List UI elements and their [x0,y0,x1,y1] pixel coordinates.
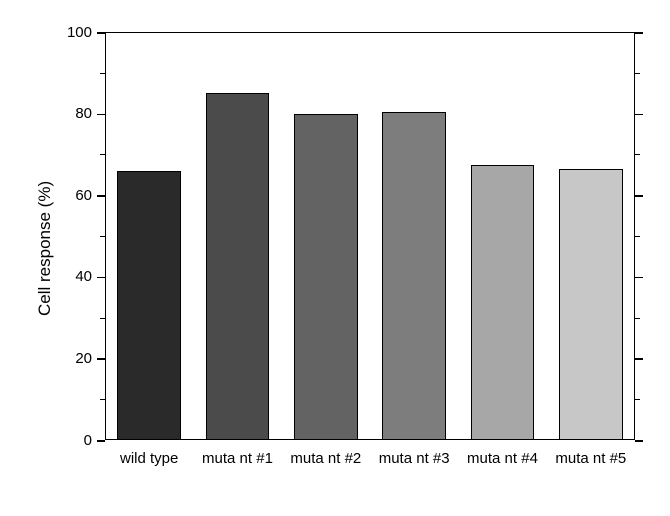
y-tick-major [635,277,643,279]
bar [471,165,535,440]
y-tick-major [97,114,105,116]
y-tick-label: 40 [47,268,92,285]
y-tick-minor [635,154,640,155]
bar [382,112,446,440]
x-tick-label: muta nt #3 [365,450,463,467]
y-tick-minor [100,154,105,155]
x-tick-label: muta nt #2 [277,450,375,467]
y-tick-major [97,440,105,442]
y-tick-minor [100,73,105,74]
x-tick-label: muta nt #5 [542,450,640,467]
bar [117,171,181,440]
y-tick-minor [635,73,640,74]
plot-area [105,32,635,440]
bar [206,93,270,440]
x-tick-label: wild type [100,450,198,467]
y-tick-label: 100 [47,24,92,41]
y-tick-major [635,195,643,197]
y-tick-minor [100,236,105,237]
y-tick-label: 80 [47,105,92,122]
y-tick-label: 0 [47,432,92,449]
y-tick-label: 20 [47,350,92,367]
y-tick-major [635,440,643,442]
y-tick-major [97,277,105,279]
y-tick-major [97,358,105,360]
y-tick-major [97,32,105,34]
y-tick-minor [100,399,105,400]
bar [294,114,358,440]
bar [559,169,623,440]
y-tick-minor [635,236,640,237]
bar-chart: Cell response (%) 020406080100wild typem… [0,0,670,516]
y-tick-minor [635,318,640,319]
y-tick-major [635,358,643,360]
y-tick-label: 60 [47,187,92,204]
y-tick-major [635,114,643,116]
y-tick-minor [100,318,105,319]
x-tick-label: muta nt #1 [188,450,286,467]
x-tick-label: muta nt #4 [453,450,551,467]
y-tick-major [97,195,105,197]
y-tick-minor [635,399,640,400]
y-tick-major [635,32,643,34]
